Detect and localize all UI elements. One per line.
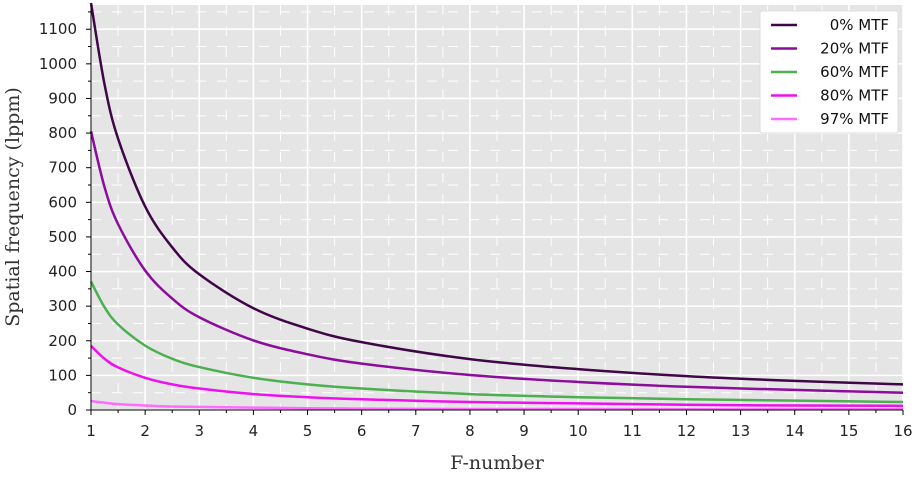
series-line [90, 345, 904, 408]
y-tick-label: 700 [48, 159, 77, 177]
x-tick-label: 2 [140, 422, 150, 440]
y-tick-label: 1000 [39, 55, 77, 73]
x-tick-label: 10 [569, 422, 588, 440]
y-tick-label: 300 [48, 297, 77, 315]
x-tick-label: 5 [303, 422, 313, 440]
x-tick-label: 7 [411, 422, 421, 440]
series-line [89, 2, 904, 386]
legend-box [759, 10, 899, 134]
x-tick-label: 4 [249, 422, 259, 440]
y-tick-label: 1100 [39, 20, 77, 38]
legend-label: 60% MTF [820, 63, 889, 81]
x-tick-label: 15 [839, 422, 858, 440]
y-tick-label: 900 [48, 89, 77, 107]
x-tick-label: 1 [86, 422, 96, 440]
legend-label: 97% MTF [820, 110, 889, 128]
x-tick-label: 11 [623, 422, 642, 440]
legend-label: 0% MTF [830, 16, 889, 34]
x-tick-label: 14 [785, 422, 804, 440]
major-grid [90, 5, 904, 411]
x-axis-title: F-number [450, 452, 545, 474]
x-ticks: 1 2 3 4 5 6 7 8 9 10 11 12 13 14 15 16 [86, 410, 913, 440]
y-tick-label: 0 [67, 401, 77, 419]
y-tick-label: 200 [48, 332, 77, 350]
series-line [90, 399, 903, 411]
y-tick-label: 400 [48, 263, 77, 281]
series-lines [89, 2, 904, 411]
y-ticks: 0 100 200 300 400 500 600 700 800 900 1000 1100 [39, 11, 91, 419]
x-tick-label: 9 [519, 422, 529, 440]
y-tick-label: 100 [48, 366, 77, 384]
y-axis-title: Spatial frequency (lppm) [2, 87, 24, 327]
y-tick-label: 600 [48, 193, 77, 211]
x-tick-label: 16 [893, 422, 912, 440]
x-tick-label: 8 [465, 422, 475, 440]
x-tick-label: 13 [731, 422, 750, 440]
y-tick-label: 500 [48, 228, 77, 246]
x-tick-label: 12 [677, 422, 696, 440]
legend-label: 80% MTF [820, 87, 889, 105]
y-tick-label: 800 [48, 124, 77, 142]
x-tick-label: 3 [194, 422, 204, 440]
x-tick-label: 6 [357, 422, 367, 440]
legend: 0% MTF 20% MTF 60% MTF 80% MTF 97% MTF [759, 10, 899, 134]
legend-label: 20% MTF [820, 40, 889, 58]
series-line [89, 131, 904, 394]
series-line [89, 280, 904, 404]
